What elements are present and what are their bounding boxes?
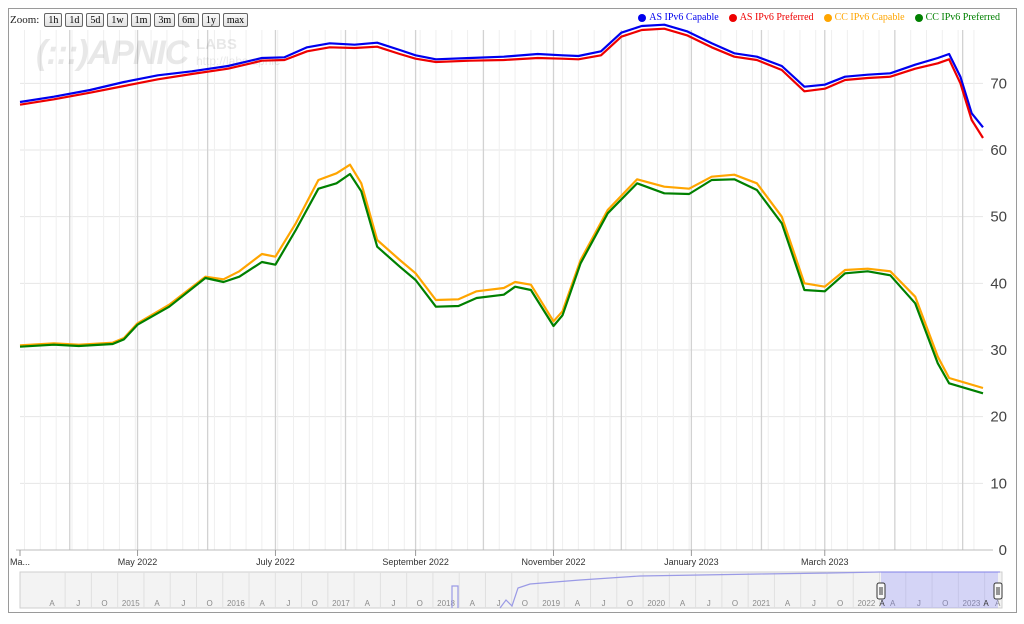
series-line-as-ipv6-preferred xyxy=(19,27,984,139)
x-tick-label: November 2022 xyxy=(521,557,585,567)
zoom-1d-button[interactable]: 1d xyxy=(65,13,84,27)
y-tick-label: 60 xyxy=(990,142,1007,159)
zoom-label: Zoom: xyxy=(10,14,40,26)
y-tick-label: 10 xyxy=(990,475,1007,492)
x-tick-label: May 2022 xyxy=(118,557,158,567)
navigator-tick-label: A xyxy=(470,599,476,608)
y-tick-label: 50 xyxy=(990,209,1007,226)
navigator-tick-label: O xyxy=(101,599,107,608)
navigator-tick-label: 2018 xyxy=(437,599,455,608)
navigator-tick-label: J xyxy=(707,599,711,608)
navigator-tick-label: A xyxy=(49,599,55,608)
navigator-tick-label: O xyxy=(522,599,528,608)
legend-item-as-preferred[interactable]: AS IPv6 Preferred xyxy=(728,12,814,23)
legend-label: AS IPv6 Preferred xyxy=(739,12,814,23)
chart-frame xyxy=(8,8,1017,613)
navigator-tick-label: 2020 xyxy=(647,599,665,608)
navigator-range-end-label: A xyxy=(983,599,989,608)
navigator-tick-label: O xyxy=(732,599,738,608)
y-tick-label: 30 xyxy=(990,342,1007,359)
zoom-6m-button[interactable]: 6m xyxy=(178,13,199,27)
zoom-1m-button[interactable]: 1m xyxy=(130,13,152,27)
zoom-1h-button[interactable]: 1h xyxy=(44,13,63,27)
navigator-tick-label: 2016 xyxy=(227,599,245,608)
legend-item-cc-preferred[interactable]: CC IPv6 Preferred xyxy=(914,12,1000,23)
navigator-end-handle[interactable] xyxy=(993,582,1003,600)
y-tick-label: 20 xyxy=(990,409,1007,426)
legend-item-cc-capable[interactable]: CC IPv6 Capable xyxy=(823,12,905,23)
navigator-tick-label: 2017 xyxy=(332,599,350,608)
navigator-tick-label: 2015 xyxy=(122,599,140,608)
y-tick-label: 40 xyxy=(990,275,1007,292)
zoom-max-button[interactable]: max xyxy=(222,13,249,27)
navigator-range-start-label: A xyxy=(879,599,885,608)
series-line-cc-ipv6-preferred xyxy=(19,172,984,395)
y-tick-label: 70 xyxy=(990,75,1007,92)
y-tick-label: 0 xyxy=(999,542,1007,559)
navigator-tick-label: A xyxy=(154,599,160,608)
navigator-tick-label: J xyxy=(76,599,80,608)
navigator-tick-label: A xyxy=(785,599,791,608)
navigator-selection xyxy=(881,572,998,608)
navigator-tick-label: J xyxy=(812,599,816,608)
navigator-tick-label: A xyxy=(259,599,265,608)
x-tick-label: January 2023 xyxy=(664,557,719,567)
navigator-start-handle[interactable] xyxy=(876,582,886,600)
navigator-tick-label: O xyxy=(207,599,213,608)
x-tick-label: July 2022 xyxy=(256,557,295,567)
legend-dot-icon xyxy=(914,13,923,22)
navigator-tick-label: 2021 xyxy=(752,599,770,608)
navigator-tick-label: O xyxy=(837,599,843,608)
navigator-tick-label: O xyxy=(312,599,318,608)
zoom-toolbar: Zoom: 1h 1d 5d 1w 1m 3m 6m 1y max xyxy=(10,11,249,29)
navigator-background xyxy=(19,571,1003,609)
series-line-cc-ipv6-capable xyxy=(19,163,984,390)
zoom-3m-button[interactable]: 3m xyxy=(154,13,176,27)
zoom-1w-button[interactable]: 1w xyxy=(107,13,128,27)
legend-item-as-capable[interactable]: AS IPv6 Capable xyxy=(638,12,719,23)
x-tick-label: Ma... xyxy=(10,557,30,567)
x-tick-label: March 2023 xyxy=(801,557,849,567)
legend-dot-icon xyxy=(638,13,647,22)
navigator-tick-label: A xyxy=(575,599,581,608)
zoom-1y-button[interactable]: 1y xyxy=(201,13,220,27)
navigator-tick-label: A xyxy=(890,599,896,608)
legend-label: CC IPv6 Capable xyxy=(834,12,905,23)
navigator-tick-label: J xyxy=(497,599,501,608)
navigator-tick-label: O xyxy=(942,599,948,608)
legend-dot-icon xyxy=(728,13,737,22)
navigator-tick-label: 2019 xyxy=(542,599,560,608)
legend-dot-icon xyxy=(823,13,832,22)
navigator-tick-label: J xyxy=(392,599,396,608)
chart-legend: AS IPv6 Capable AS IPv6 Preferred CC IPv… xyxy=(638,12,1000,23)
legend-label: CC IPv6 Preferred xyxy=(925,12,1000,23)
navigator-tick-label: A xyxy=(365,599,371,608)
x-tick-label: September 2022 xyxy=(382,557,449,567)
navigator-tick-label: O xyxy=(417,599,423,608)
navigator-tick-label: J xyxy=(181,599,185,608)
navigator-tick-label: A xyxy=(680,599,686,608)
navigator-tick-label: A xyxy=(995,599,1001,608)
navigator-tick-label: O xyxy=(627,599,633,608)
zoom-5d-button[interactable]: 5d xyxy=(86,13,105,27)
navigator-tick-label: 2023 xyxy=(963,599,981,608)
legend-label: AS IPv6 Capable xyxy=(649,12,719,23)
navigator-tick-label: J xyxy=(602,599,606,608)
navigator-series-line xyxy=(451,571,1000,609)
navigator-tick-label: J xyxy=(917,599,921,608)
navigator-tick-label: J xyxy=(286,599,290,608)
navigator-tick-label: 2022 xyxy=(857,599,875,608)
series-line-as-ipv6-capable xyxy=(19,23,984,128)
